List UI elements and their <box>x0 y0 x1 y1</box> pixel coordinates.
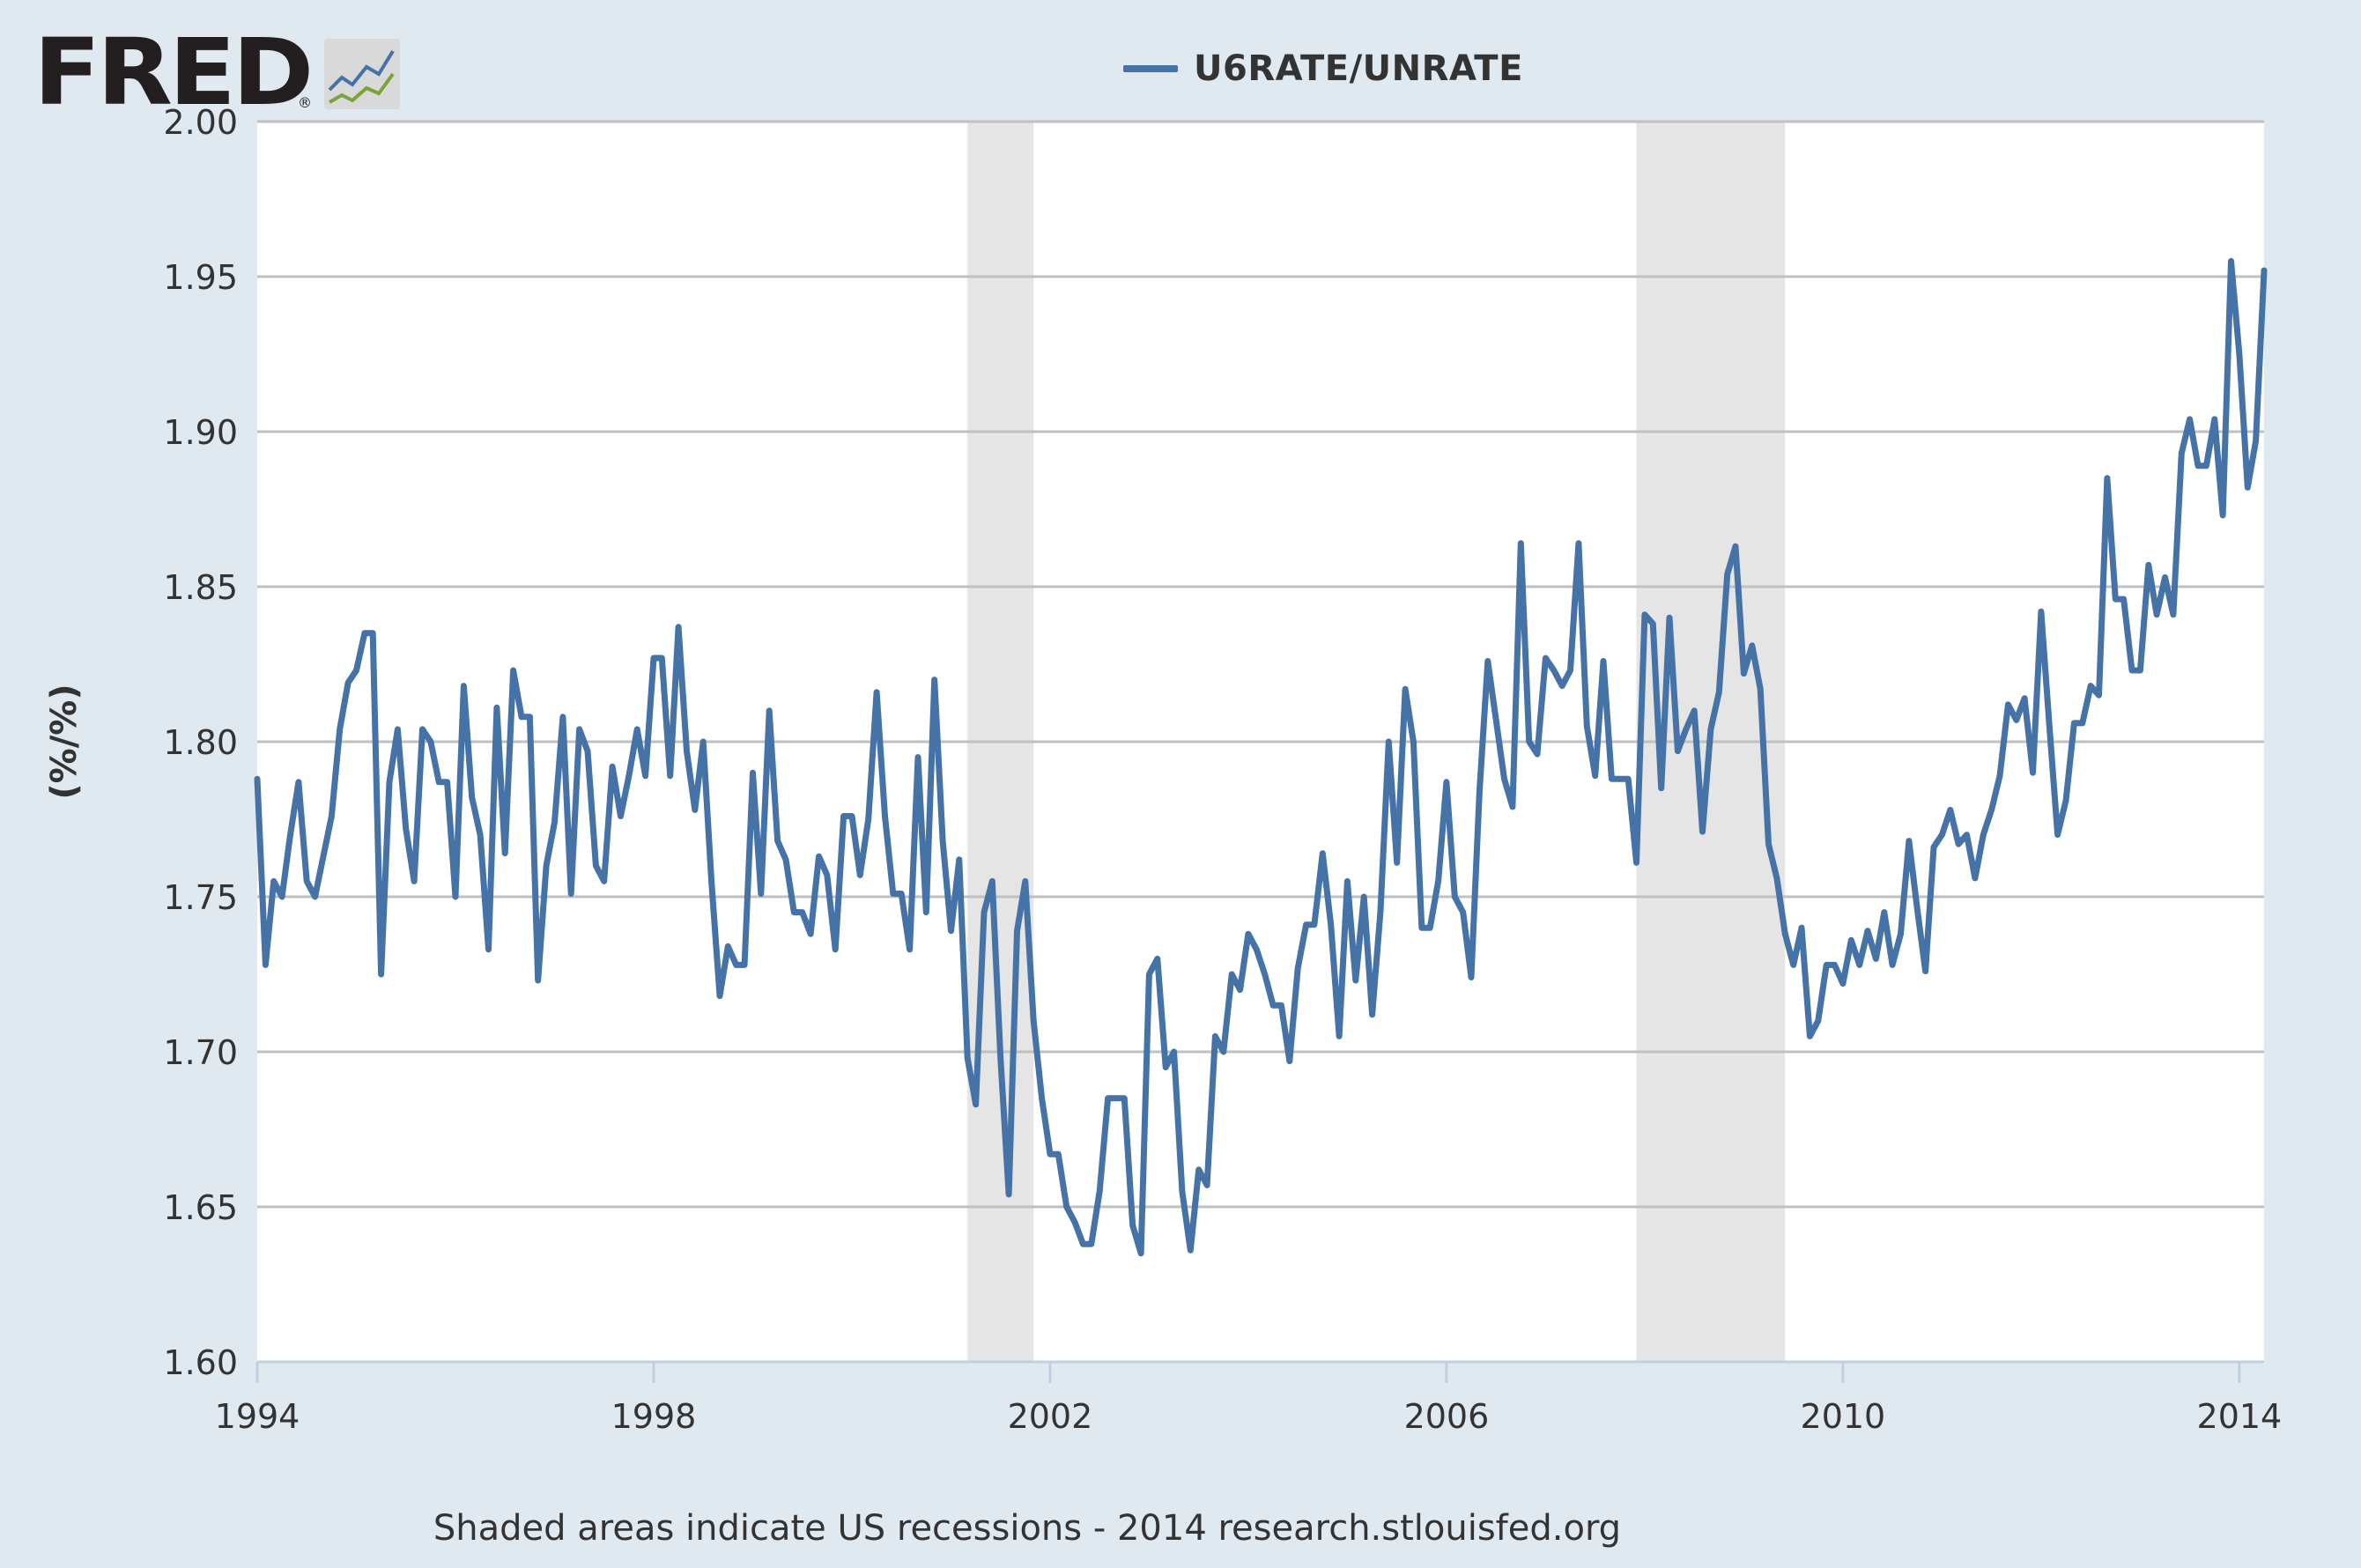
footer-note: Shaded areas indicate US recessions - 20… <box>433 1508 1622 1549</box>
y-axis: 1.60 1.65 1.70 1.75 1.80 1.85 1.90 1.95 2.00 <box>163 103 238 1382</box>
fred-logo-text: FRED <box>33 32 310 120</box>
y-tick-label: 1.65 <box>163 1188 238 1227</box>
y-tick-label: 1.90 <box>163 413 238 452</box>
x-tick-label: 1994 <box>215 1397 300 1436</box>
y-tick-label: 2.00 <box>163 103 238 142</box>
line-chart-icon <box>324 39 400 109</box>
x-tick-label: 2014 <box>2197 1397 2283 1436</box>
registered-mark: ® <box>298 94 312 111</box>
legend-series-swatch <box>1123 65 1178 72</box>
fred-logo[interactable]: FRED ® <box>33 18 412 126</box>
line-chart: 1994 1998 2002 2006 2010 2014 1.60 1.65 1.70 1.7… <box>44 103 2283 1436</box>
y-tick-label: 1.70 <box>163 1033 238 1072</box>
x-axis: 1994 1998 2002 2006 2010 2014 <box>215 1360 2283 1436</box>
series-layer <box>254 257 2268 1257</box>
x-tick-label: 2006 <box>1404 1397 1490 1436</box>
chart-legend[interactable]: U6RATE/UNRATE <box>1123 42 1523 95</box>
x-tick-label: 2010 <box>1801 1397 1886 1436</box>
x-tick-label: 1998 <box>611 1397 697 1436</box>
y-tick-label: 1.80 <box>163 723 238 762</box>
x-tick-label: 2002 <box>1008 1397 1093 1436</box>
y-tick-label: 1.60 <box>163 1343 238 1382</box>
y-tick-label: 1.95 <box>163 258 238 297</box>
legend-series-label: U6RATE/UNRATE <box>1194 48 1523 89</box>
y-axis-label: (%/%) <box>44 684 85 799</box>
series-line-1[interactable] <box>254 257 2268 1257</box>
y-tick-label: 1.75 <box>163 878 238 917</box>
y-tick-label: 1.85 <box>163 568 238 607</box>
